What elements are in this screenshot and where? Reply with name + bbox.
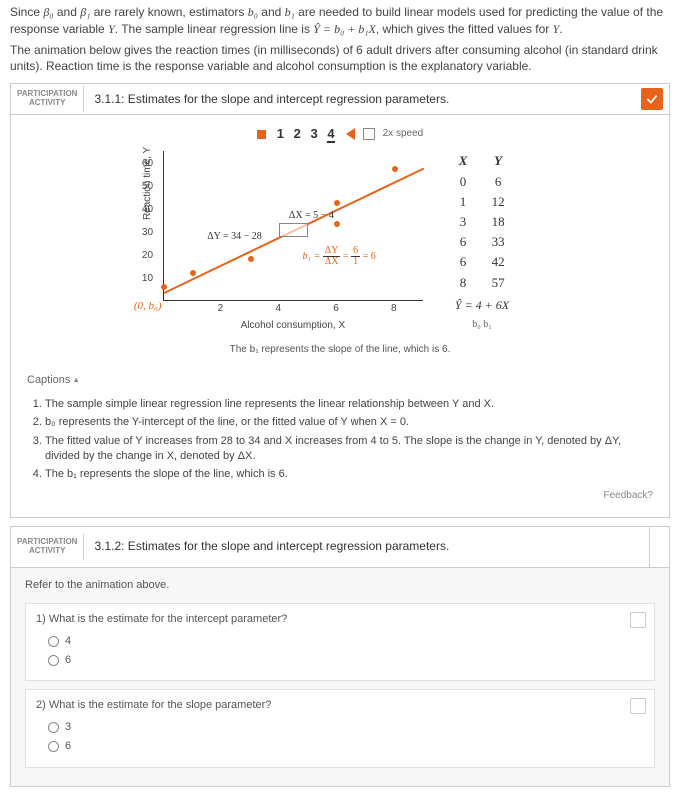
radio-icon [48, 636, 59, 647]
activity-header: PARTICIPATIONACTIVITY 3.1.1: Estimates f… [11, 84, 669, 115]
data-table: XY 06112318633642857 Ŷ = 4 + 6X b₀ b₁ [447, 151, 517, 333]
speed-label: 2x speed [383, 127, 424, 141]
feedback-link[interactable]: Feedback? [27, 489, 653, 503]
status-box [630, 698, 646, 714]
captions-toggle[interactable]: Captions▾ [27, 373, 653, 388]
activity-title: 3.1.1: Estimates for the slope and inter… [84, 85, 635, 114]
activity-tab: PARTICIPATIONACTIVITY [11, 534, 84, 560]
speed-checkbox[interactable] [363, 128, 375, 140]
activity-311: PARTICIPATIONACTIVITY 3.1.1: Estimates f… [10, 83, 670, 518]
status-box [630, 612, 646, 628]
prev-icon[interactable] [346, 128, 355, 140]
question-2: 2) What is the estimate for the slope pa… [25, 689, 655, 767]
option[interactable]: 4 [48, 634, 644, 649]
step-indicator[interactable]: 1 2 3 4 [274, 125, 338, 143]
status-placeholder [649, 527, 669, 567]
captions-list: The sample simple linear regression line… [45, 397, 653, 483]
regression-equation: Ŷ = 4 + 6X [447, 293, 517, 315]
radio-icon [48, 655, 59, 666]
complete-check-icon [641, 88, 663, 110]
animation-controls: 1 2 3 4 2x speed [27, 125, 653, 143]
chart-caption: The b₁ represents the slope of the line,… [27, 343, 653, 357]
activity-tab: PARTICIPATIONACTIVITY [11, 86, 84, 112]
activity-312: PARTICIPATIONACTIVITY 3.1.2: Estimates f… [10, 526, 670, 787]
intro-text: Since β₀ and β₁ are rarely known, estima… [10, 4, 670, 75]
scatter-chart: Reaction time, Y 1020304050602468(0, b₀)… [163, 151, 423, 333]
radio-icon [48, 722, 59, 733]
option[interactable]: 6 [48, 739, 644, 754]
stop-icon[interactable] [257, 130, 266, 139]
activity-title: 3.1.2: Estimates for the slope and inter… [84, 532, 649, 561]
x-axis-label: Alcohol consumption, X [163, 319, 423, 333]
refer-text: Refer to the animation above. [25, 578, 655, 593]
option[interactable]: 6 [48, 653, 644, 668]
question-1: 1) What is the estimate for the intercep… [25, 603, 655, 681]
radio-icon [48, 741, 59, 752]
